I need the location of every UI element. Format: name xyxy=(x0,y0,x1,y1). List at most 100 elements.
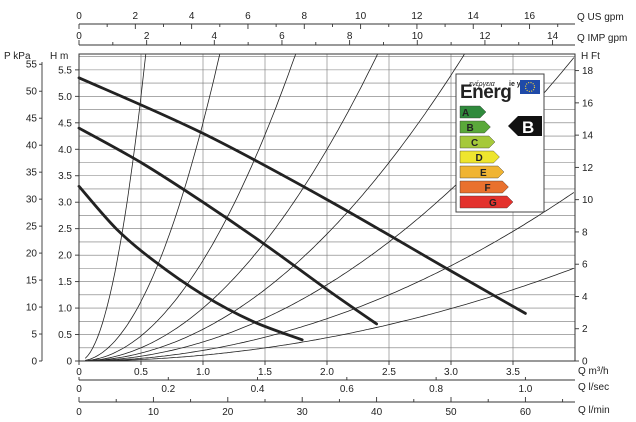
energy-class-bar xyxy=(459,165,505,179)
system-curve xyxy=(85,53,378,362)
eu-flag-icon xyxy=(520,80,540,94)
tick-label-m: 5.5 xyxy=(58,65,72,76)
tick-label-m: 1.0 xyxy=(58,304,72,315)
tick-label-ft: 4 xyxy=(582,292,588,303)
tick-label-kpa: 10 xyxy=(26,303,38,314)
tick-label-lmin: 10 xyxy=(148,407,160,418)
energy-class-bar xyxy=(459,105,487,119)
tick-label-us-gpm: 0 xyxy=(76,11,82,22)
energy-class-letter: C xyxy=(471,138,478,149)
energy-class-letter: B xyxy=(467,123,474,134)
tick-label-ft: 0 xyxy=(582,357,588,368)
energy-class-e: E xyxy=(459,165,505,179)
system-curve xyxy=(85,53,297,362)
energy-class-g: G xyxy=(459,195,514,209)
ft-axis-label: H Ft xyxy=(581,51,600,62)
energy-label-title: Energ xyxy=(460,82,511,103)
tick-label-kpa: 25 xyxy=(26,222,38,233)
kpa-axis-label: P kPa xyxy=(4,51,31,62)
tick-label-m: 4.5 xyxy=(58,118,72,129)
tick-label-m3h: 3.0 xyxy=(444,367,458,378)
tick-label-ft: 2 xyxy=(582,324,588,335)
tick-label-m: 2.5 xyxy=(58,224,72,235)
tick-label-kpa: 45 xyxy=(26,114,38,125)
tick-label-lsec: 0.2 xyxy=(161,384,175,395)
performance-curve xyxy=(77,76,527,315)
tick-label-lmin: 40 xyxy=(371,407,383,418)
tick-label-kpa: 40 xyxy=(26,141,38,152)
tick-label-lsec: 0 xyxy=(76,384,82,395)
tick-label-m3h: 1.0 xyxy=(196,367,210,378)
tick-label-us-gpm: 8 xyxy=(302,11,308,22)
tick-label-m3h: 3.5 xyxy=(506,367,520,378)
tick-label-kpa: 20 xyxy=(26,249,38,260)
tick-label-us-gpm: 14 xyxy=(468,11,480,22)
tick-label-imp-gpm: 12 xyxy=(479,31,491,42)
tick-label-m3h: 0 xyxy=(76,367,82,378)
system-curve xyxy=(84,53,147,359)
tick-label-ft: 14 xyxy=(582,131,594,142)
energy-class-bar xyxy=(459,195,514,209)
lmin-axis-label: Q l/min xyxy=(578,405,610,416)
tick-label-kpa: 0 xyxy=(31,357,37,368)
tick-label-kpa: 5 xyxy=(31,330,37,341)
tick-label-imp-gpm: 0 xyxy=(76,31,82,42)
tick-label-m: 0.5 xyxy=(58,330,72,341)
tick-label-ft: 12 xyxy=(582,163,594,174)
energy-class-bar xyxy=(459,180,509,194)
tick-label-m3h: 2.0 xyxy=(320,367,334,378)
energy-class-bar xyxy=(459,120,491,134)
tick-label-imp-gpm: 2 xyxy=(144,31,150,42)
performance-curves xyxy=(77,76,527,342)
lsec-axis-label: Q l/sec xyxy=(578,382,609,393)
tick-label-lmin: 0 xyxy=(76,407,82,418)
tick-label-ft: 18 xyxy=(582,66,594,77)
us-gpm-axis-label: Q US gpm xyxy=(577,12,624,23)
axes: 0 0.5 1.0 1.5 2.0 2.5 3.0 3.5 4.0 4.5 5.0 5.5 0 5 10 15… xyxy=(26,11,594,418)
tick-label-imp-gpm: 10 xyxy=(412,31,424,42)
tick-label-kpa: 55 xyxy=(26,60,38,71)
system-curve xyxy=(85,267,574,362)
tick-label-imp-gpm: 8 xyxy=(347,31,353,42)
system-curve xyxy=(85,192,575,362)
imp-gpm-axis-label: Q IMP gpm xyxy=(577,33,627,44)
m-axis-label: H m xyxy=(50,51,68,62)
tick-label-kpa: 50 xyxy=(26,87,38,98)
energy-class-c: C xyxy=(459,135,496,149)
tick-label-m: 3.5 xyxy=(58,171,72,182)
tick-label-imp-gpm: 4 xyxy=(212,31,218,42)
energy-rating-letter: B xyxy=(522,118,534,137)
tick-label-us-gpm: 4 xyxy=(189,11,195,22)
tick-label-ft: 16 xyxy=(582,98,594,109)
tick-label-m3h: 0.5 xyxy=(134,367,148,378)
energy-class-f: F xyxy=(459,180,509,194)
energy-class-a: A xyxy=(459,105,487,119)
tick-label-us-gpm: 10 xyxy=(355,11,367,22)
energy-class-bar xyxy=(459,135,496,149)
tick-label-m: 3.0 xyxy=(58,198,72,209)
tick-label-lsec: 0.4 xyxy=(251,384,265,395)
tick-label-kpa: 15 xyxy=(26,276,38,287)
tick-label-us-gpm: 6 xyxy=(245,11,251,22)
tick-label-us-gpm: 12 xyxy=(411,11,423,22)
tick-label-ft: 8 xyxy=(582,227,588,238)
tick-label-lmin: 30 xyxy=(297,407,309,418)
system-curve xyxy=(85,53,221,361)
energy-class-bar xyxy=(459,150,500,164)
energy-class-letter: A xyxy=(462,108,469,119)
tick-label-us-gpm: 2 xyxy=(133,11,139,22)
tick-label-lmin: 20 xyxy=(222,407,234,418)
system-curve xyxy=(85,53,465,362)
energy-label-side-letters: ie y xyxy=(509,81,521,88)
energy-class-letter: D xyxy=(476,153,483,164)
tick-label-kpa: 30 xyxy=(26,195,38,206)
tick-label-m: 0 xyxy=(66,357,72,368)
tick-label-lsec: 0.6 xyxy=(340,384,354,395)
performance-curve xyxy=(77,126,378,326)
tick-label-m3h: 2.5 xyxy=(382,367,396,378)
tick-label-us-gpm: 16 xyxy=(524,11,536,22)
tick-label-m: 4.0 xyxy=(58,145,72,156)
energy-class-letter: G xyxy=(489,198,497,209)
